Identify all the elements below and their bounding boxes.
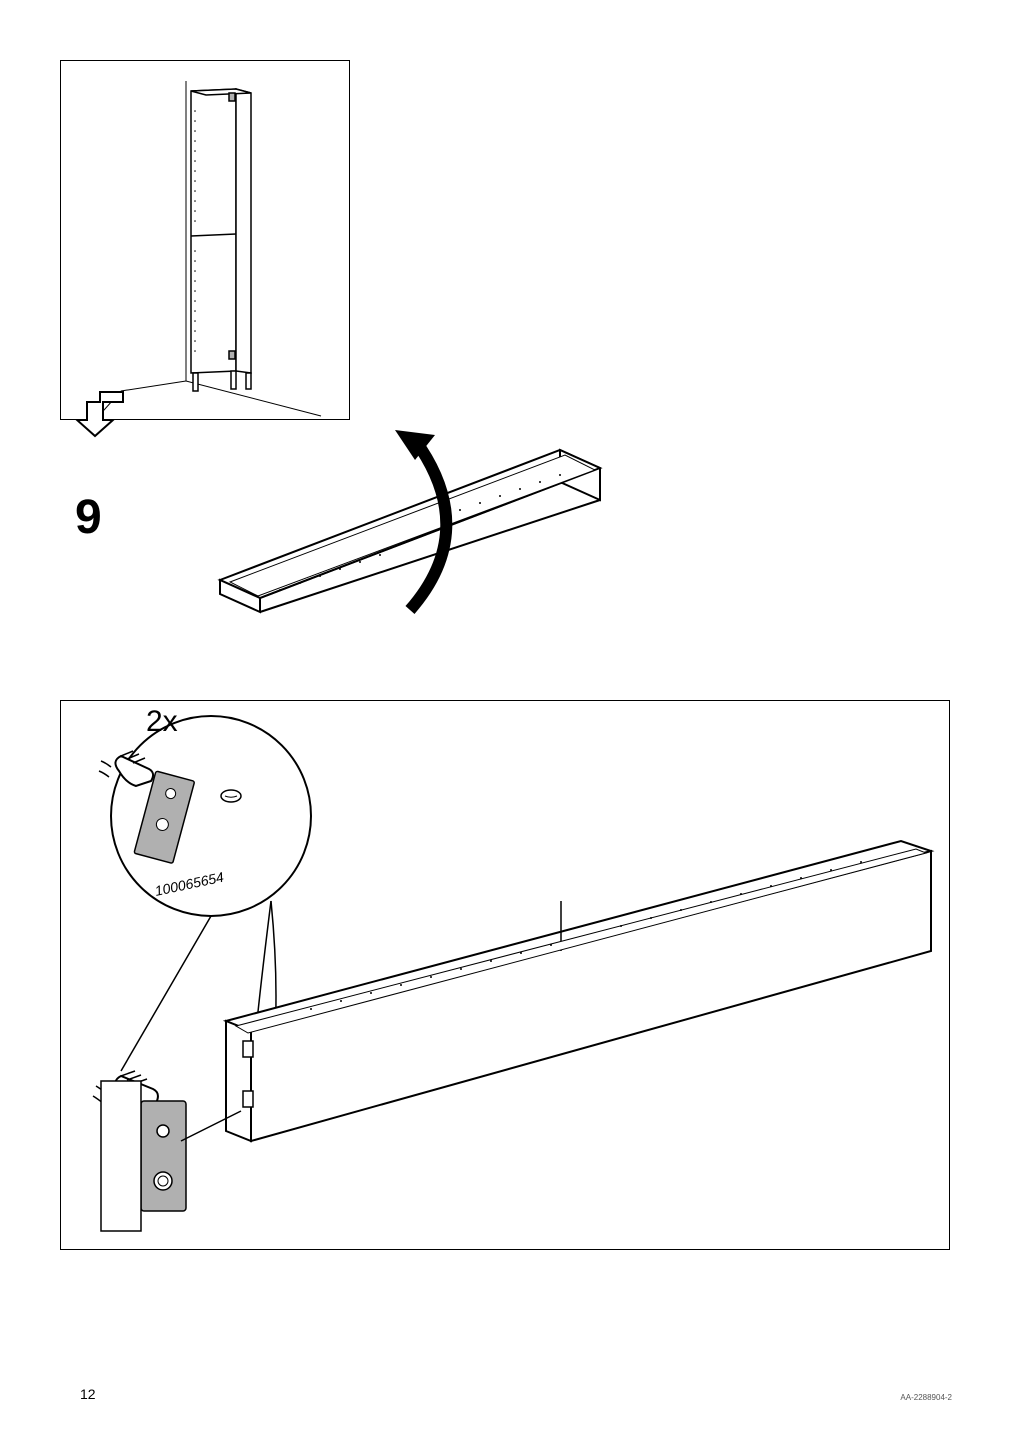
document-id: AA-2288904-2 xyxy=(900,1393,952,1402)
continue-arrow-icon xyxy=(75,390,125,440)
cabinet-upright-diagram xyxy=(61,61,351,421)
flip-diagram xyxy=(200,400,800,650)
quantity-label: 2x xyxy=(146,705,178,738)
page-number: 12 xyxy=(80,1386,96,1402)
hinge-install-diagram: 2x xyxy=(61,701,951,1251)
panel-hinge-install: 2x xyxy=(60,700,950,1250)
step-number: 9 xyxy=(75,490,102,545)
panel-cabinet-upright xyxy=(60,60,350,420)
